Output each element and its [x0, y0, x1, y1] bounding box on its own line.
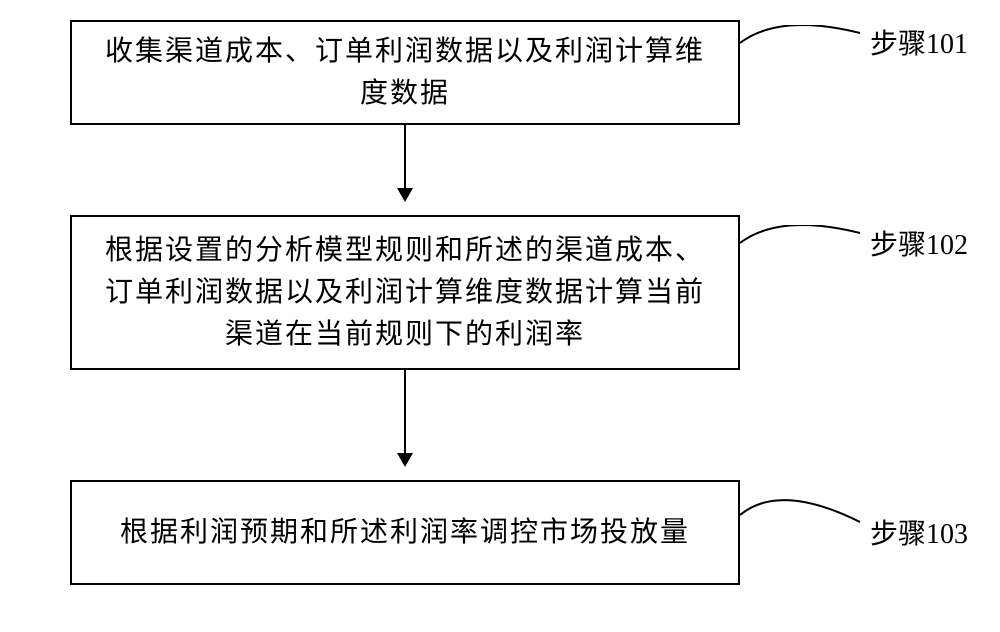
label-curve-103	[740, 490, 870, 540]
step-box-101: 收集渠道成本、订单利润数据以及利润计算维度数据	[70, 20, 740, 125]
label-curve-102	[740, 225, 870, 265]
label-curve-101	[740, 25, 870, 65]
step-text: 根据设置的分析模型规则和所述的渠道成本、订单利润数据以及利润计算维度数据计算当前…	[92, 230, 718, 356]
step-label-101: 步骤101	[870, 22, 968, 62]
step-box-102: 根据设置的分析模型规则和所述的渠道成本、订单利润数据以及利润计算维度数据计算当前…	[70, 215, 740, 370]
arrow-1-2	[404, 125, 406, 200]
flowchart-container: 收集渠道成本、订单利润数据以及利润计算维度数据 步骤101 根据设置的分析模型规…	[0, 0, 1000, 632]
step-text: 根据利润预期和所述利润率调控市场投放量	[120, 512, 690, 554]
step-text: 收集渠道成本、订单利润数据以及利润计算维度数据	[92, 31, 718, 115]
step-label-103: 步骤103	[870, 512, 968, 552]
step-label-102: 步骤102	[870, 223, 968, 263]
arrow-2-3	[404, 370, 406, 465]
step-box-103: 根据利润预期和所述利润率调控市场投放量	[70, 480, 740, 585]
